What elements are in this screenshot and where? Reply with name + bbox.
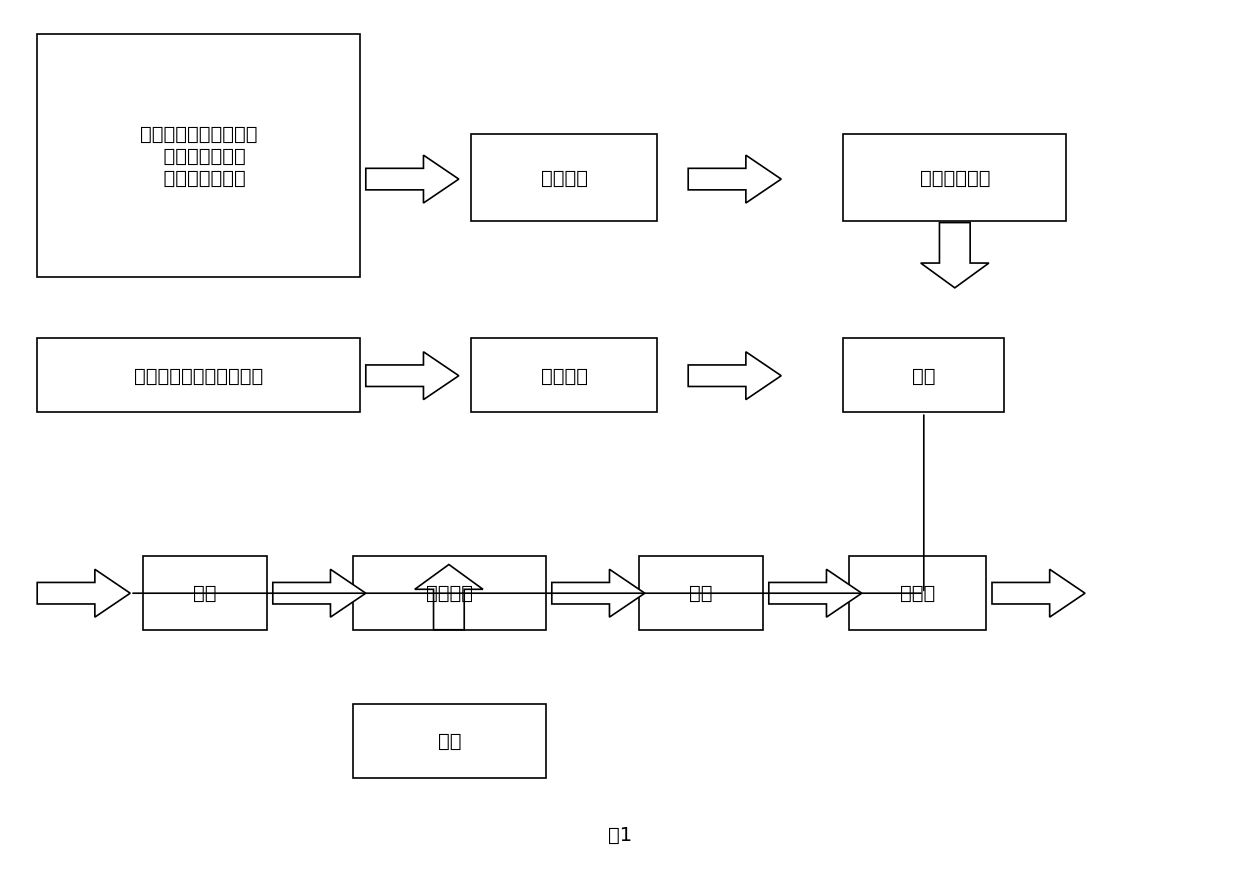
Text: 网布: 网布 — [438, 732, 461, 750]
Text: 图1: 图1 — [608, 825, 632, 844]
Polygon shape — [552, 570, 645, 617]
Text: 拉片: 拉片 — [193, 584, 216, 602]
FancyBboxPatch shape — [143, 556, 267, 630]
Text: 高压聚乙烯、聚异丁烯
  交联剂、引发剂
  抗氧化剂、颜料: 高压聚乙烯、聚异丁烯 交联剂、引发剂 抗氧化剂、颜料 — [140, 125, 257, 188]
Polygon shape — [688, 156, 781, 203]
FancyBboxPatch shape — [37, 339, 360, 413]
Polygon shape — [414, 565, 484, 630]
Text: 称料混合: 称料混合 — [541, 367, 588, 385]
Text: 压机压制: 压机压制 — [427, 584, 472, 602]
FancyBboxPatch shape — [471, 339, 657, 413]
Text: 高速混料密炼: 高速混料密炼 — [920, 169, 990, 188]
FancyBboxPatch shape — [843, 135, 1066, 222]
Polygon shape — [366, 156, 459, 203]
FancyBboxPatch shape — [353, 556, 546, 630]
Text: 树脂粉、润滑剂、脱模剂: 树脂粉、润滑剂、脱模剂 — [134, 367, 263, 385]
Text: 称料混合: 称料混合 — [541, 169, 588, 188]
Text: 成品膜: 成品膜 — [900, 584, 935, 602]
FancyBboxPatch shape — [849, 556, 986, 630]
Polygon shape — [273, 570, 366, 617]
FancyBboxPatch shape — [37, 35, 360, 278]
FancyBboxPatch shape — [843, 339, 1004, 413]
Polygon shape — [769, 570, 862, 617]
Polygon shape — [992, 570, 1085, 617]
Polygon shape — [688, 353, 781, 400]
Polygon shape — [37, 570, 130, 617]
FancyBboxPatch shape — [353, 704, 546, 778]
FancyBboxPatch shape — [471, 135, 657, 222]
Polygon shape — [920, 223, 990, 289]
Text: 冷却: 冷却 — [689, 584, 712, 602]
FancyBboxPatch shape — [639, 556, 763, 630]
Polygon shape — [366, 353, 459, 400]
Text: 开炼: 开炼 — [913, 367, 935, 385]
